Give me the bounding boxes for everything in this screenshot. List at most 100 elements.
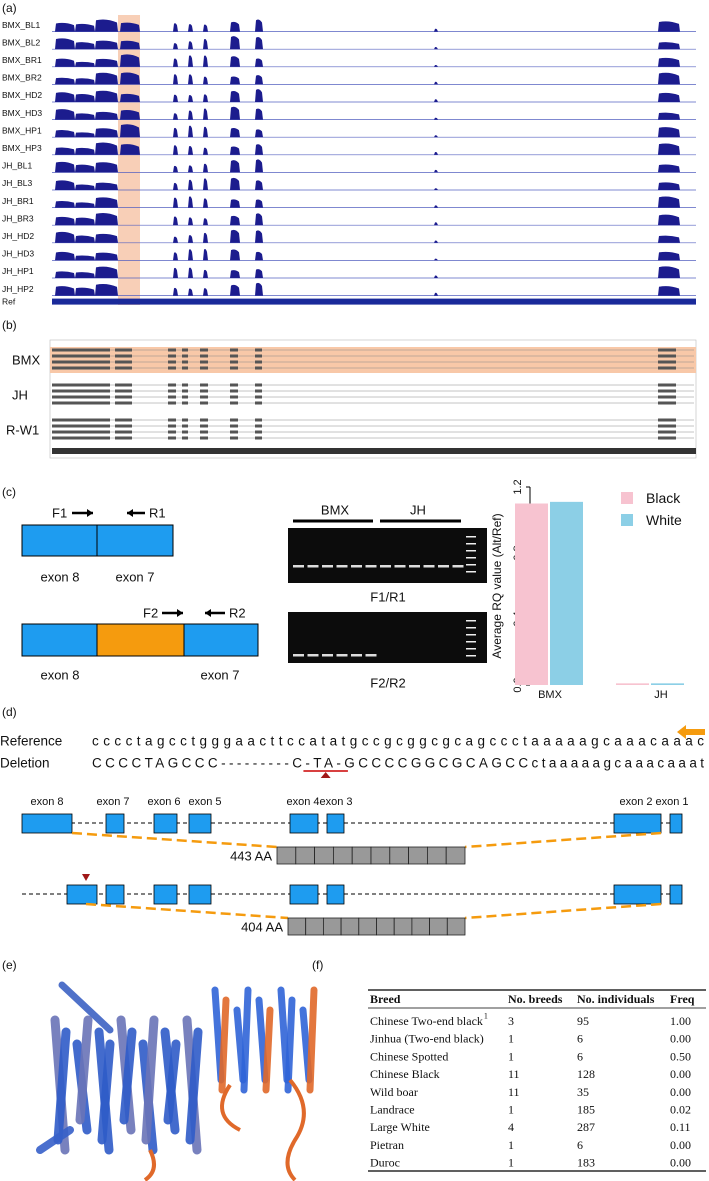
gel-band bbox=[365, 654, 377, 657]
coverage bbox=[55, 282, 680, 296]
ladder-band bbox=[466, 627, 476, 629]
exon-mark bbox=[200, 360, 208, 364]
helix bbox=[53, 1027, 71, 1145]
label: JH_BL1 bbox=[2, 161, 33, 171]
label: BMX_BR1 bbox=[2, 55, 42, 65]
gel-band bbox=[336, 654, 348, 657]
label: JH bbox=[654, 689, 668, 701]
label: R-W1 bbox=[6, 423, 39, 438]
exon-mark bbox=[52, 401, 110, 405]
coverage bbox=[55, 212, 680, 226]
exon-mark bbox=[168, 436, 176, 440]
label: exon 7 bbox=[96, 796, 129, 808]
label: CCCCTAGCCC---------C-TA-GCCCCGGCGCAGCCct… bbox=[92, 756, 704, 771]
ladder-band bbox=[466, 564, 476, 566]
protein-cell bbox=[370, 846, 391, 865]
label: R2 bbox=[229, 606, 246, 621]
legend-swatch bbox=[621, 492, 633, 504]
exon-mark bbox=[230, 401, 238, 405]
protein-cell bbox=[295, 846, 315, 865]
splice-link bbox=[71, 831, 278, 849]
label: Breed bbox=[370, 992, 401, 1006]
ladder-band bbox=[466, 641, 476, 643]
exon-mark bbox=[182, 401, 188, 405]
direction-arrow bbox=[677, 725, 705, 739]
protein-cell bbox=[393, 917, 413, 936]
gel-band bbox=[322, 565, 333, 568]
exon bbox=[188, 813, 212, 834]
protein-cell bbox=[305, 917, 324, 936]
label: F2/R2 bbox=[370, 676, 405, 691]
exon-mark bbox=[200, 418, 208, 422]
exon-mark bbox=[168, 354, 176, 358]
exon-mark bbox=[255, 430, 262, 434]
frame bbox=[49, 339, 697, 459]
label: No. breeds bbox=[508, 992, 563, 1006]
gel-band bbox=[452, 565, 464, 568]
protein-cell bbox=[408, 846, 428, 865]
exon bbox=[289, 813, 319, 834]
label: BMX bbox=[321, 503, 350, 518]
exon-mark bbox=[168, 360, 176, 364]
protein-cell bbox=[358, 917, 377, 936]
label: (c) bbox=[2, 485, 16, 499]
label: 11 bbox=[508, 1067, 520, 1081]
exon-mark bbox=[200, 401, 208, 405]
protein-cell bbox=[322, 917, 342, 936]
helix bbox=[97, 1039, 115, 1145]
label: 1 bbox=[484, 1012, 488, 1021]
ladder-band bbox=[466, 543, 476, 545]
label: 35 bbox=[577, 1085, 589, 1099]
label: 185 bbox=[577, 1103, 595, 1117]
exon-mark bbox=[115, 436, 132, 440]
exon-mark bbox=[658, 354, 676, 358]
protein-cell bbox=[351, 846, 372, 865]
exon-mark bbox=[52, 418, 110, 422]
exon-mark bbox=[115, 360, 132, 364]
exon bbox=[21, 813, 73, 834]
ladder-band bbox=[466, 550, 476, 552]
exon-mark bbox=[200, 389, 208, 393]
ladder-band bbox=[466, 620, 476, 622]
coverage bbox=[55, 36, 680, 50]
helix bbox=[240, 986, 252, 1094]
exon-mark bbox=[182, 383, 188, 387]
label: 0.00 bbox=[670, 1138, 691, 1152]
exon bbox=[326, 884, 345, 905]
label: exon 3 bbox=[319, 796, 352, 808]
label: 1.00 bbox=[670, 1014, 691, 1028]
label: BMX_BL2 bbox=[2, 37, 41, 47]
protein-cell bbox=[340, 917, 360, 936]
label: exon 4 bbox=[286, 796, 319, 808]
loop bbox=[143, 1149, 156, 1181]
arrow-head bbox=[177, 609, 183, 617]
coverage bbox=[55, 106, 680, 120]
legend-swatch bbox=[621, 514, 633, 526]
label: BMX_BL1 bbox=[2, 20, 41, 30]
gel-image bbox=[288, 528, 487, 583]
label: Black bbox=[646, 490, 681, 506]
label: exon 8 bbox=[40, 668, 79, 683]
bar bbox=[550, 501, 583, 685]
exon-mark bbox=[52, 366, 110, 370]
ladder-band bbox=[466, 655, 476, 657]
exon-mark bbox=[255, 354, 262, 358]
label: JH_HD3 bbox=[2, 249, 34, 259]
label: JH_BL3 bbox=[2, 178, 33, 188]
label: 6 bbox=[577, 1032, 583, 1046]
coverage bbox=[55, 266, 680, 278]
coverage bbox=[55, 72, 680, 85]
exon-mark bbox=[182, 366, 188, 370]
exon-mark bbox=[230, 430, 238, 434]
exon bbox=[105, 813, 125, 834]
arrow-head bbox=[87, 509, 93, 517]
helix bbox=[36, 1126, 74, 1154]
helix bbox=[58, 981, 114, 1034]
protein-cell bbox=[332, 846, 353, 865]
label: Wild boar bbox=[370, 1085, 418, 1099]
coverage bbox=[55, 124, 680, 138]
helix bbox=[163, 1039, 181, 1125]
ladder-band bbox=[466, 557, 476, 559]
label: exon 1 bbox=[655, 796, 688, 808]
